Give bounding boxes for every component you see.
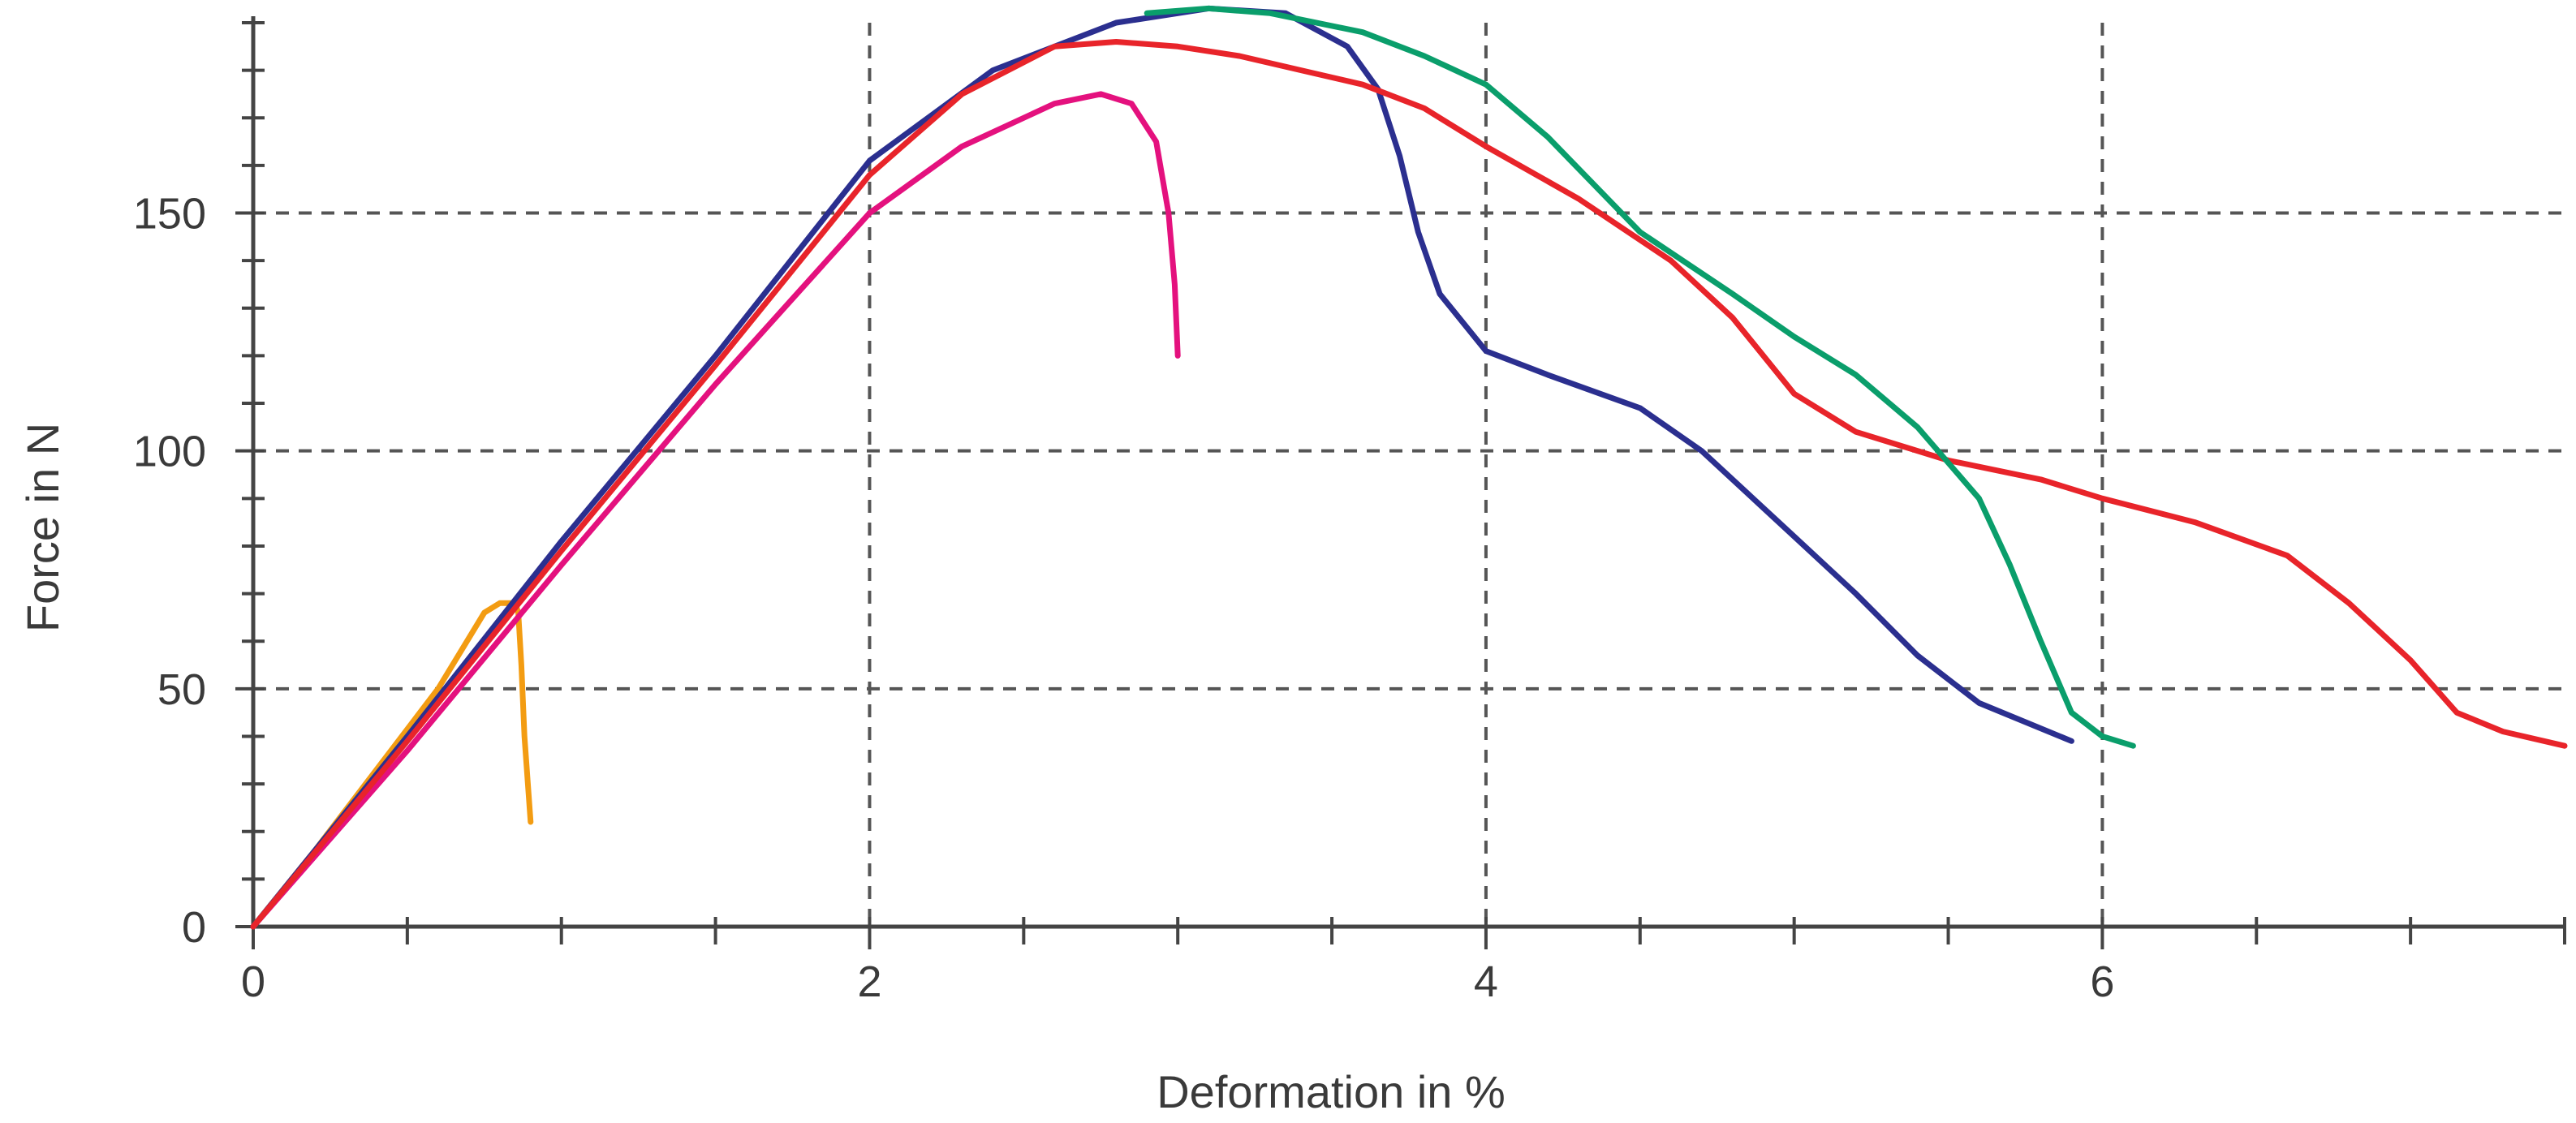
- x-tick-label-2: 2: [857, 957, 881, 1006]
- y-axis-label: Force in N: [17, 423, 68, 632]
- y-tick-label-150: 150: [133, 190, 206, 239]
- x-axis-label: Deformation in %: [1157, 1066, 1506, 1117]
- series-line-4: [250, 39, 2568, 930]
- series-layer: [250, 5, 2568, 930]
- x-tick-label-4: 4: [1474, 957, 1498, 1006]
- series-line-5: [1144, 5, 2136, 749]
- x-tick-label-6: 6: [2090, 957, 2114, 1006]
- axes-layer: 0 2 4 6 0 50 100 150: [133, 16, 2566, 1006]
- x-tick-label-0: 0: [241, 957, 265, 1006]
- series-line-2: [250, 91, 1181, 930]
- series-line-3: [250, 5, 2074, 930]
- grid-layer: [253, 23, 2565, 927]
- y-tick-label-0: 0: [182, 903, 206, 952]
- labels-layer: Deformation in % Force in N: [17, 423, 1506, 1117]
- y-tick-label-100: 100: [133, 428, 206, 476]
- y-tick-label-50: 50: [157, 665, 206, 714]
